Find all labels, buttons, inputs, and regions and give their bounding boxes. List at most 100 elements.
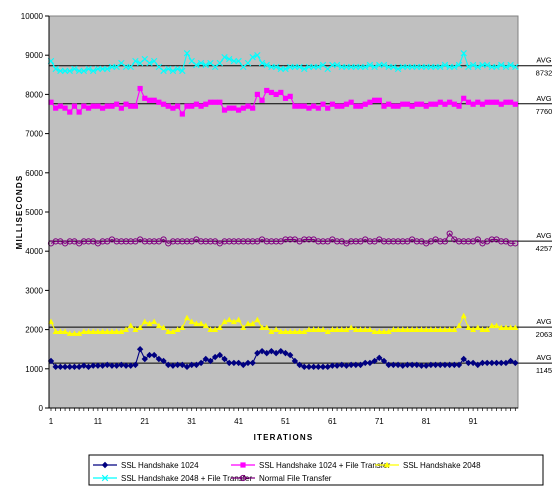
legend-label: SSL Handshake 2048 + File Transfer [121,474,252,483]
data-point [447,99,453,105]
data-point [90,328,97,334]
data-point [413,63,421,71]
data-point [146,320,153,327]
data-point [226,316,233,323]
data-point [226,105,232,111]
data-point [498,324,505,331]
data-point [203,101,209,107]
data-point [240,324,247,331]
data-point [235,316,242,323]
data-point [460,312,467,319]
data-point [193,361,200,369]
data-point [357,361,364,369]
data-point [325,105,331,111]
data-point [503,99,509,105]
data-point [240,361,247,369]
data-point [221,53,228,61]
data-point [338,361,345,369]
data-point [259,324,266,331]
data-point [385,63,392,71]
data-point [493,359,500,367]
data-point [244,359,252,367]
data-point [127,63,134,71]
data-point [488,236,495,243]
data-point [287,328,294,334]
data-point [338,326,345,332]
data-point [160,101,167,107]
x-tick-label: 81 [422,417,431,426]
data-point [418,326,425,332]
data-point [343,63,350,71]
data-point [197,359,205,367]
data-point [489,99,495,105]
series-3 [47,50,519,75]
series-layer [47,50,519,371]
data-point [408,361,416,369]
data-point [428,101,434,107]
data-point [287,63,294,71]
data-point [108,328,115,334]
y-tick-label: 5000 [25,208,43,217]
data-point [244,59,252,67]
data-point [315,105,321,111]
data-point [85,328,92,334]
data-point [48,99,54,105]
data-point [221,355,228,363]
data-point [132,361,139,369]
data-point [385,328,392,334]
data-point [216,324,223,331]
data-point [179,361,186,369]
data-point [479,326,486,332]
data-point [104,103,110,109]
data-point [484,326,491,332]
data-point [507,357,514,365]
data-point [244,238,252,245]
data-point [465,99,472,105]
data-point [99,328,106,334]
data-point [263,349,270,357]
series-2 [48,312,519,336]
data-point [470,101,476,107]
data-point [399,362,406,369]
data-point [512,359,519,367]
average-label: AVG [536,94,551,103]
data-point [165,328,172,334]
data-point [160,67,167,75]
data-point [249,320,256,327]
data-point [282,65,289,73]
data-point [446,230,453,237]
data-point [230,318,237,325]
data-point [488,322,495,329]
data-point [160,236,167,243]
data-point [395,103,401,109]
average-value: 4257 [536,244,553,253]
data-point [113,238,120,245]
data-point [414,101,420,107]
data-point [432,361,439,369]
data-point [301,328,308,334]
data-point [432,101,439,107]
data-point [268,347,275,355]
data-point [498,359,505,367]
data-point [150,57,158,65]
data-point [80,328,87,334]
data-point [169,67,177,75]
data-point [226,55,233,63]
data-point [132,103,139,109]
data-point [301,363,308,371]
data-point [366,61,374,69]
data-point [404,326,411,332]
data-point [367,99,373,105]
data-point [339,103,345,109]
data-point [366,238,374,245]
data-point [231,105,237,111]
data-point [390,63,397,71]
data-point [333,238,341,245]
data-point [386,101,392,107]
data-point [508,99,514,105]
data-point [57,328,64,334]
data-point [118,328,125,334]
data-point [259,97,265,103]
data-point [67,109,73,115]
data-point [380,328,387,334]
